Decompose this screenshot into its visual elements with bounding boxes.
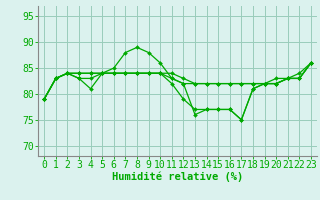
X-axis label: Humidité relative (%): Humidité relative (%) — [112, 172, 243, 182]
